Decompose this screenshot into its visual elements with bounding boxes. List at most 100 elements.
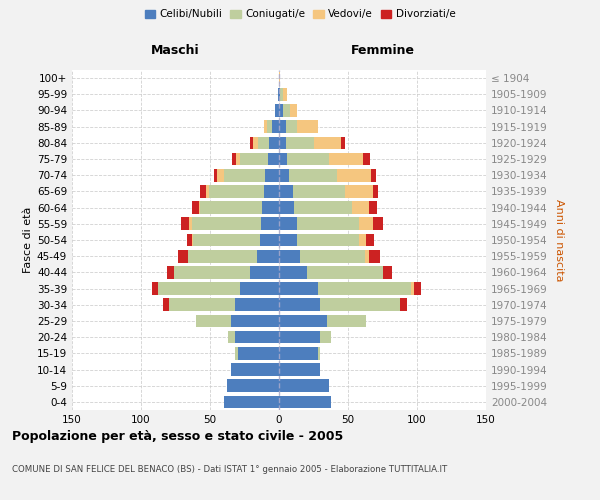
- Bar: [352, 202, 368, 214]
- Text: COMUNE DI SAN FELICE DEL BENACO (BS) - Dati ISTAT 1° gennaio 2005 - Elaborazione: COMUNE DI SAN FELICE DEL BENACO (BS) - D…: [12, 465, 447, 474]
- Bar: [241, 282, 279, 295]
- Bar: [328, 314, 366, 328]
- Bar: [163, 298, 169, 311]
- Bar: [230, 314, 279, 328]
- Bar: [264, 120, 266, 133]
- Bar: [279, 298, 320, 311]
- Bar: [337, 169, 371, 181]
- Bar: [279, 169, 289, 181]
- Bar: [345, 185, 373, 198]
- Bar: [260, 234, 279, 246]
- Bar: [294, 202, 352, 214]
- Bar: [235, 347, 238, 360]
- Bar: [250, 266, 279, 278]
- Bar: [279, 136, 286, 149]
- Bar: [279, 282, 317, 295]
- Y-axis label: Anni di nascita: Anni di nascita: [554, 198, 564, 281]
- Bar: [264, 185, 279, 198]
- Bar: [169, 298, 235, 311]
- Bar: [279, 72, 280, 85]
- Bar: [289, 169, 337, 181]
- Bar: [293, 185, 345, 198]
- Bar: [279, 185, 293, 198]
- Bar: [209, 185, 264, 198]
- Bar: [230, 363, 279, 376]
- Bar: [232, 152, 236, 166]
- Bar: [373, 185, 379, 198]
- Bar: [279, 331, 320, 344]
- Bar: [279, 396, 331, 408]
- Bar: [279, 250, 300, 262]
- Bar: [190, 218, 192, 230]
- Bar: [224, 169, 265, 181]
- Bar: [314, 136, 341, 149]
- Bar: [268, 152, 279, 166]
- Bar: [300, 250, 365, 262]
- Bar: [236, 152, 241, 166]
- Bar: [366, 234, 374, 246]
- Bar: [192, 202, 199, 214]
- Bar: [235, 298, 279, 311]
- Bar: [250, 136, 253, 149]
- Bar: [320, 298, 400, 311]
- Bar: [359, 218, 373, 230]
- Bar: [238, 347, 279, 360]
- Bar: [181, 218, 190, 230]
- Bar: [279, 104, 283, 117]
- Bar: [368, 202, 377, 214]
- Bar: [279, 363, 320, 376]
- Bar: [224, 396, 279, 408]
- Bar: [283, 104, 290, 117]
- Bar: [152, 282, 158, 295]
- Bar: [365, 250, 368, 262]
- Legend: Celibi/Nubili, Coniugati/e, Vedovi/e, Divorziati/e: Celibi/Nubili, Coniugati/e, Vedovi/e, Di…: [140, 5, 460, 24]
- Bar: [329, 152, 363, 166]
- Bar: [279, 266, 307, 278]
- Bar: [290, 104, 297, 117]
- Bar: [193, 234, 260, 246]
- Bar: [235, 331, 279, 344]
- Text: Femmine: Femmine: [350, 44, 415, 58]
- Bar: [371, 169, 376, 181]
- Bar: [178, 250, 188, 262]
- Bar: [279, 218, 297, 230]
- Bar: [272, 120, 279, 133]
- Bar: [279, 314, 328, 328]
- Bar: [279, 202, 294, 214]
- Bar: [279, 88, 280, 101]
- Bar: [196, 314, 230, 328]
- Bar: [188, 250, 257, 262]
- Bar: [167, 266, 174, 278]
- Bar: [241, 152, 268, 166]
- Bar: [307, 266, 383, 278]
- Bar: [158, 282, 241, 295]
- Y-axis label: Fasce di età: Fasce di età: [23, 207, 33, 273]
- Bar: [187, 234, 192, 246]
- Text: Popolazione per età, sesso e stato civile - 2005: Popolazione per età, sesso e stato civil…: [12, 430, 343, 443]
- Bar: [317, 347, 320, 360]
- Bar: [174, 266, 250, 278]
- Bar: [192, 218, 261, 230]
- Bar: [368, 250, 380, 262]
- Bar: [214, 169, 217, 181]
- Bar: [275, 104, 279, 117]
- Text: Maschi: Maschi: [151, 44, 200, 58]
- Bar: [199, 202, 200, 214]
- Bar: [279, 234, 297, 246]
- Bar: [200, 185, 206, 198]
- Bar: [200, 202, 262, 214]
- Bar: [279, 152, 287, 166]
- Bar: [278, 88, 279, 101]
- Bar: [286, 136, 314, 149]
- Bar: [279, 380, 329, 392]
- Bar: [283, 88, 287, 101]
- Bar: [206, 185, 209, 198]
- Bar: [286, 120, 297, 133]
- Bar: [257, 250, 279, 262]
- Bar: [269, 136, 279, 149]
- Bar: [297, 120, 317, 133]
- Bar: [265, 169, 279, 181]
- Bar: [297, 218, 359, 230]
- Bar: [363, 152, 370, 166]
- Bar: [227, 380, 279, 392]
